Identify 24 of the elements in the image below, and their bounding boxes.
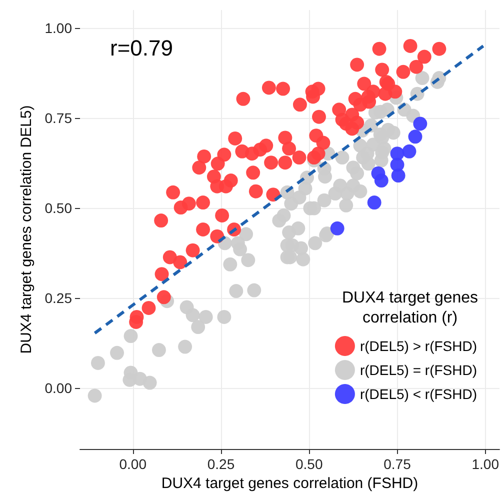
y-tick-label: 0.75: [44, 110, 72, 126]
y-tick-label: 0.25: [44, 290, 72, 306]
x-axis-title: DUX4 target genes correlation (FSHD): [161, 474, 418, 492]
y-tick-label: 0.00: [44, 380, 72, 396]
y-tick-label: 1.00: [44, 20, 72, 36]
legend-label: r(DEL5) > r(FSHD): [360, 338, 478, 354]
x-tick-label: 0.25: [207, 456, 235, 472]
y-axis-title: DUX4 target genes correlation DEL5): [18, 105, 35, 354]
point: [367, 196, 382, 210]
point: [391, 168, 406, 183]
x-tick-label: 0.50: [296, 456, 323, 472]
point: [402, 144, 416, 158]
legend-title: DUX4 target genes correlation (r): [342, 290, 478, 326]
legend-label: r(DEL5) < r(FSHD): [360, 386, 478, 402]
x-tick-label: 0.00: [119, 456, 147, 472]
point: [408, 130, 422, 144]
point: [374, 174, 388, 188]
x-tick-label: 1.00: [472, 456, 500, 472]
legend-label: r(DEL5) = r(FSHD): [360, 362, 478, 378]
x-tick-label: 0.75: [384, 456, 412, 472]
annotation: r=0.79: [110, 36, 173, 60]
y-tick-label: 0.50: [44, 200, 72, 216]
point: [413, 116, 428, 131]
point: [330, 221, 344, 236]
